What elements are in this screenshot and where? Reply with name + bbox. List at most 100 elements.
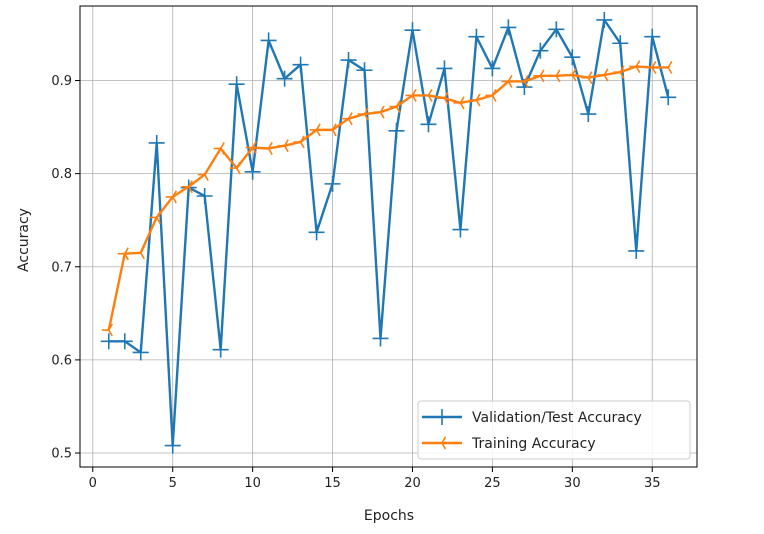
tri-marker-arm xyxy=(459,96,465,104)
data-point xyxy=(212,341,229,358)
legend-label: Training Accuracy xyxy=(471,436,596,452)
tri-marker-arm xyxy=(539,69,545,77)
legend: Validation/Test Accuracy Training Accurac… xyxy=(417,400,691,460)
data-point xyxy=(564,49,581,66)
x-tick-label: 15 xyxy=(324,476,341,491)
legend-marker xyxy=(434,409,450,425)
data-point xyxy=(629,60,641,73)
data-point xyxy=(405,88,417,102)
tri-marker-arm xyxy=(283,139,289,147)
legend-label: Validation/Test Accuracy xyxy=(472,410,642,426)
x-tick-label: 5 xyxy=(169,476,177,491)
tri-marker-arm xyxy=(235,167,241,175)
tri-marker-arm xyxy=(411,88,417,96)
tri-marker-arm xyxy=(555,69,561,77)
data-point xyxy=(581,71,593,85)
tri-marker-arm xyxy=(619,65,625,73)
data-point xyxy=(133,246,145,260)
data-point xyxy=(548,21,565,38)
x-tick-label: 25 xyxy=(484,476,501,491)
tri-marker-arm xyxy=(299,135,305,143)
y-tick-label: 0.6 xyxy=(51,353,72,368)
series-0 xyxy=(100,11,677,454)
series-layer xyxy=(100,11,677,454)
tri-marker-arm xyxy=(251,141,257,148)
data-point xyxy=(165,190,177,204)
y-tick-label: 0.5 xyxy=(51,447,72,462)
tri-marker-arm xyxy=(475,93,481,101)
data-point xyxy=(309,123,321,137)
data-point xyxy=(420,116,437,133)
x-axis-title: Epochs xyxy=(364,508,414,524)
tri-marker-arm xyxy=(441,436,447,444)
data-point xyxy=(612,35,629,52)
tri-marker-arm xyxy=(283,145,289,153)
data-point xyxy=(116,333,133,350)
plot-area-frame xyxy=(79,5,698,468)
legend-box xyxy=(417,400,691,460)
tri-marker-arm xyxy=(523,81,529,88)
data-point xyxy=(485,88,497,102)
tri-marker-arm xyxy=(172,196,177,204)
tri-marker-arm xyxy=(443,91,449,99)
tri-marker-arm xyxy=(267,148,273,155)
tri-marker-arm xyxy=(395,100,401,107)
tri-marker-arm xyxy=(587,71,593,79)
tri-marker-arm xyxy=(507,81,513,88)
data-point xyxy=(341,112,353,126)
data-point xyxy=(372,330,389,347)
tri-marker-arm xyxy=(441,442,447,450)
data-point xyxy=(197,168,209,182)
tri-marker-arm xyxy=(347,112,353,120)
tri-marker-arm xyxy=(667,67,673,74)
tri-marker-arm xyxy=(555,75,561,83)
tri-marker-arm xyxy=(124,247,129,255)
tri-marker-arm xyxy=(587,77,593,85)
y-tick-label: 0.8 xyxy=(51,167,72,182)
data-point xyxy=(244,163,261,180)
x-tick-label: 35 xyxy=(644,476,661,491)
tri-marker-arm xyxy=(156,217,161,224)
data-point xyxy=(484,60,501,77)
tri-marker-arm xyxy=(651,67,657,74)
tri-marker-arm xyxy=(603,74,609,82)
data-point xyxy=(596,11,613,28)
data-point xyxy=(404,22,421,39)
data-point xyxy=(181,180,193,194)
tri-marker-arm xyxy=(363,107,369,115)
tri-marker-arm xyxy=(108,329,113,337)
data-point xyxy=(356,62,373,79)
data-point xyxy=(196,187,213,204)
tri-marker-arm xyxy=(379,111,385,119)
data-point xyxy=(293,135,305,149)
data-point xyxy=(276,70,293,87)
data-point xyxy=(324,175,341,192)
data-point xyxy=(421,88,433,102)
x-tick-label: 10 xyxy=(244,476,261,491)
tri-marker-arm xyxy=(235,161,241,169)
tri-marker-arm xyxy=(188,186,193,194)
tri-marker-arm xyxy=(491,88,497,96)
data-point xyxy=(340,52,357,69)
tri-marker-arm xyxy=(459,102,465,110)
data-point xyxy=(436,60,453,77)
data-point xyxy=(229,161,241,175)
tri-marker-arm xyxy=(315,129,321,137)
data-point xyxy=(132,344,149,361)
data-point xyxy=(500,19,517,36)
tri-marker-arm xyxy=(331,129,337,137)
data-point xyxy=(549,69,561,83)
data-point xyxy=(628,242,645,259)
data-point xyxy=(452,221,469,238)
tri-marker-arm xyxy=(571,74,577,82)
data-point xyxy=(292,56,309,73)
tri-marker-arm xyxy=(507,74,513,82)
x-tick-label: 0 xyxy=(89,476,97,491)
data-point xyxy=(453,96,465,110)
tri-marker-arm xyxy=(651,61,657,68)
tri-marker-arm xyxy=(331,123,337,131)
x-tick-label: 20 xyxy=(404,476,421,491)
tri-marker-arm xyxy=(619,71,625,79)
tri-marker-arm xyxy=(299,141,305,149)
